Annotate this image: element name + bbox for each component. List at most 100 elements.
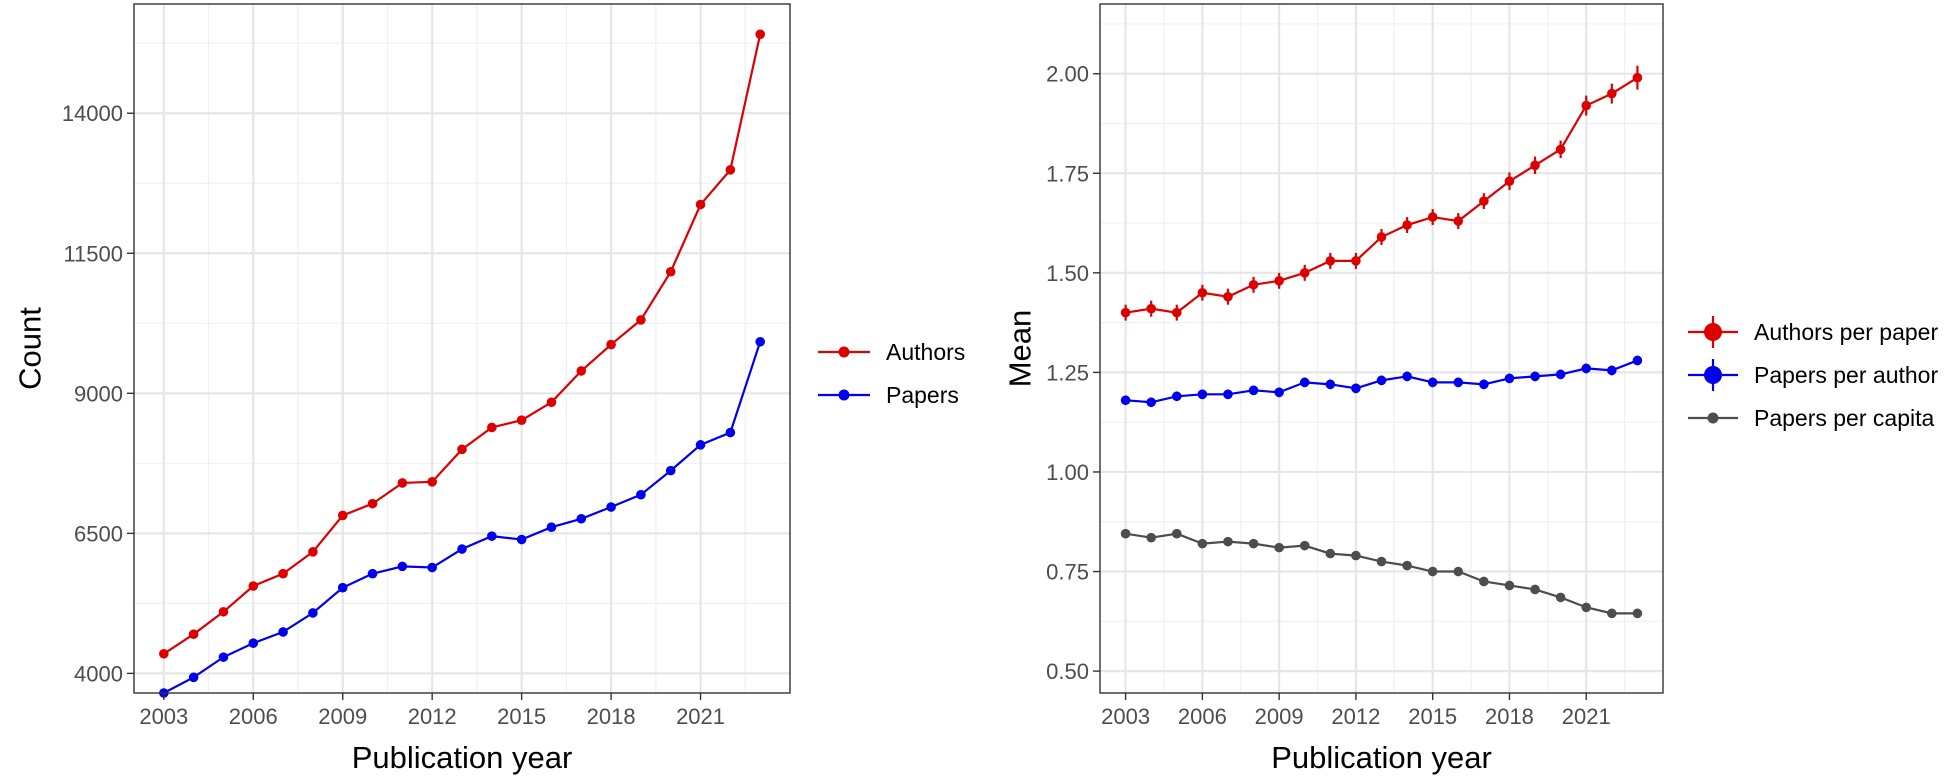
data-point <box>367 498 378 509</box>
y-tick-label: 9000 <box>74 381 123 406</box>
y-tick-label: 11500 <box>63 241 123 266</box>
data-point <box>1248 538 1259 549</box>
y-tick-label: 2.00 <box>1046 62 1089 87</box>
count-chart: 2003 2006 2009 2012 2015 2018 2021 4000 6500 900… <box>13 3 965 775</box>
data-point <box>188 672 199 683</box>
data-point <box>636 489 646 500</box>
legend-label: Papers per author <box>1754 362 1938 388</box>
data-point <box>576 513 587 524</box>
data-point <box>1402 371 1412 382</box>
data-point <box>1197 538 1208 549</box>
mean-plot-border <box>1099 3 1664 694</box>
data-point <box>1632 72 1643 83</box>
data-point <box>1376 556 1387 567</box>
x-tick-label: 2003 <box>139 704 188 729</box>
data-point <box>725 427 736 438</box>
mean-x-axis-label: Publication year <box>1271 740 1492 775</box>
data-point <box>397 561 408 572</box>
data-point <box>1171 528 1182 539</box>
data-point <box>487 531 497 541</box>
data-point <box>1607 608 1617 619</box>
series-authors-per-paper <box>1120 65 1643 321</box>
data-point <box>665 465 676 476</box>
y-tick-label: 4000 <box>74 661 123 686</box>
y-tick-label: 0.75 <box>1046 560 1089 585</box>
legend-item-papers: Papers <box>818 382 959 408</box>
data-point <box>606 502 616 512</box>
data-point <box>1479 576 1489 587</box>
mean-x-ticks: 2003 2006 2009 2012 2015 2018 2021 <box>1101 693 1611 729</box>
data-point <box>1197 287 1208 298</box>
data-point <box>1223 536 1233 547</box>
data-point <box>218 652 229 662</box>
data-point <box>755 336 765 347</box>
legend-key-point <box>838 346 850 358</box>
legend-item-authors-per-paper: Authors per paper <box>1688 316 1938 348</box>
data-point <box>1120 395 1131 406</box>
y-tick-label: 1.75 <box>1046 161 1089 186</box>
y-tick-label: 6500 <box>74 521 123 546</box>
legend-key-point <box>838 389 850 401</box>
data-point <box>457 444 467 455</box>
data-point <box>725 165 736 175</box>
data-point <box>1402 220 1412 230</box>
x-tick-label: 2006 <box>229 704 278 729</box>
data-point <box>546 522 557 532</box>
data-point <box>278 627 288 637</box>
legend-label: Papers <box>886 382 959 408</box>
y-tick-label: 0.50 <box>1046 659 1089 684</box>
y-tick-label: 1.00 <box>1046 460 1089 485</box>
data-point <box>367 568 378 579</box>
data-point <box>1581 602 1592 613</box>
data-point <box>1453 377 1464 388</box>
x-tick-label: 2006 <box>1178 704 1227 729</box>
data-point <box>1453 566 1464 577</box>
x-tick-label: 2015 <box>1408 704 1457 729</box>
data-point <box>1581 363 1592 374</box>
data-point <box>308 547 318 557</box>
data-point <box>427 477 437 487</box>
legend-item-papers-per-capita: Papers per capita <box>1688 405 1934 431</box>
count-plot-area <box>134 4 790 693</box>
data-point <box>1607 88 1617 99</box>
data-point <box>1274 387 1284 398</box>
data-point <box>1197 389 1208 400</box>
data-point <box>1146 303 1156 314</box>
data-point <box>606 339 616 350</box>
data-point <box>337 582 348 593</box>
data-point <box>1555 144 1566 155</box>
data-point <box>1530 160 1540 171</box>
x-tick-label: 2003 <box>1101 704 1150 729</box>
data-point <box>487 422 497 433</box>
x-tick-label: 2018 <box>1485 704 1534 729</box>
data-point <box>516 534 527 545</box>
x-tick-label: 2021 <box>676 704 725 729</box>
series-papers-per-capita <box>1120 528 1643 619</box>
data-point <box>695 440 706 450</box>
data-point <box>1581 100 1592 111</box>
legend-key-point <box>1704 323 1722 341</box>
data-point <box>1171 391 1182 402</box>
mean-plot-area <box>1100 4 1663 693</box>
data-point <box>1248 385 1259 396</box>
count-legend: Authors Papers <box>818 339 965 408</box>
data-point <box>516 415 527 426</box>
data-point <box>218 606 229 617</box>
data-point <box>1146 532 1156 543</box>
mean-series <box>1120 65 1643 619</box>
mean-y-axis-label: Mean <box>1003 310 1038 388</box>
x-tick-label: 2015 <box>497 704 546 729</box>
mean-legend: Authors per paper Papers per author Papers… <box>1688 316 1938 431</box>
data-point <box>1453 216 1464 226</box>
y-tick-label: 1.50 <box>1046 261 1089 286</box>
data-point <box>1555 369 1566 380</box>
series-authors <box>159 29 765 659</box>
x-tick-label: 2009 <box>318 704 367 729</box>
data-point <box>755 29 765 40</box>
data-point <box>1530 584 1540 595</box>
legend-key-point <box>1707 412 1719 424</box>
data-point <box>1351 256 1361 266</box>
legend-label: Papers per capita <box>1754 405 1934 431</box>
data-point <box>1632 608 1643 619</box>
